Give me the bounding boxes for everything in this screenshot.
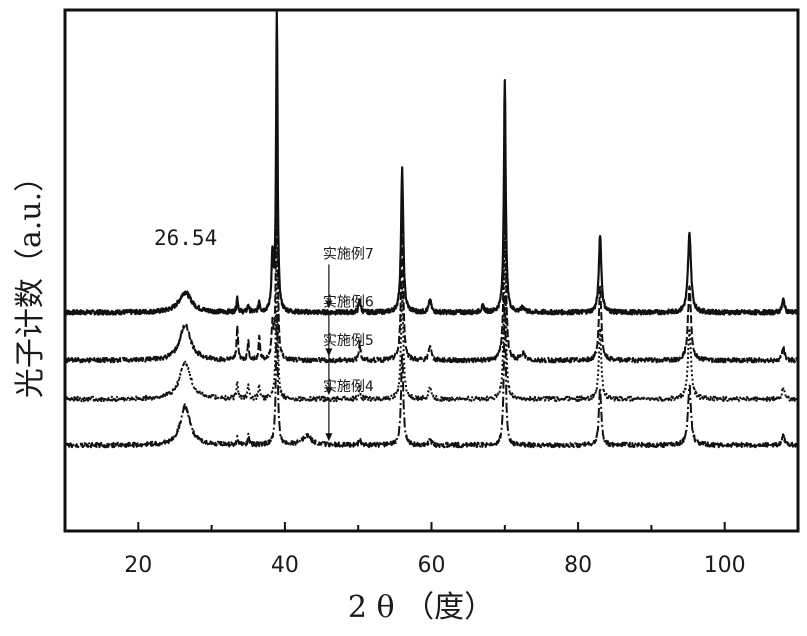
series-arrowhead-4 bbox=[325, 433, 332, 441]
peak-annotation: 26.54 bbox=[154, 226, 217, 250]
series-label-4: 实施例4 bbox=[323, 379, 374, 395]
series-label-3: 实施例5 bbox=[323, 333, 374, 349]
x-tick-label: 40 bbox=[271, 553, 299, 578]
series-label-1: 实施例7 bbox=[323, 246, 374, 262]
y-axis-title: 光子计数（a.u.） bbox=[13, 162, 48, 398]
x-tick-label: 60 bbox=[418, 553, 446, 578]
series-line-1 bbox=[66, 12, 797, 315]
x-tick-label: 20 bbox=[124, 553, 152, 578]
series-label-2: 实施例6 bbox=[323, 294, 374, 310]
x-tick-label: 100 bbox=[704, 553, 746, 578]
series-labels: 实施例7 实施例6 实施例5 实施例4 bbox=[323, 246, 374, 441]
x-axis-title: 2 θ （度） bbox=[348, 590, 494, 625]
x-tick-label: 80 bbox=[564, 553, 592, 578]
